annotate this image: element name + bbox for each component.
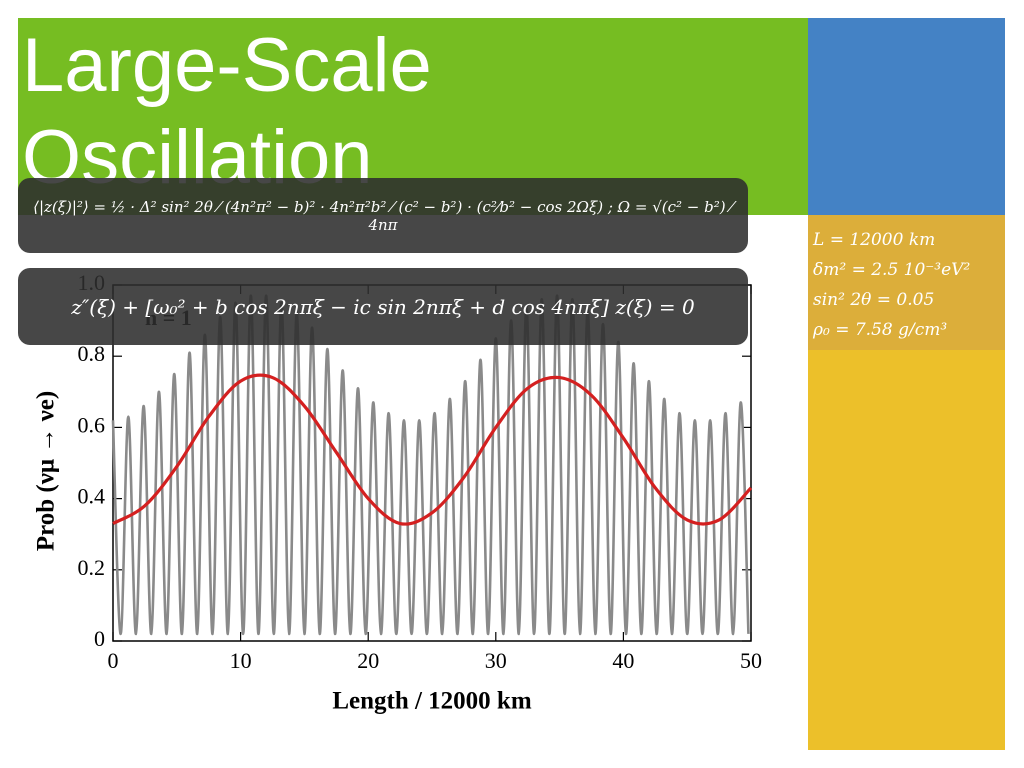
slide-title: Large-Scale Oscillation [22, 23, 432, 200]
x-tick-label: 0 [108, 648, 119, 673]
line-series [112, 373, 753, 526]
parameter: δm² = 2.5 10⁻³eV² [813, 260, 971, 280]
y-tick-label: 0.4 [78, 484, 106, 509]
y-tick-label: 0.2 [78, 555, 106, 580]
parameter-panel [808, 215, 1005, 350]
x-tick-label: 50 [740, 648, 762, 673]
formula: z″(ξ) + [ω₀² + b cos 2nπξ − ic sin 2nπξ … [18, 268, 748, 345]
line-series [111, 294, 750, 636]
x-axis-label: Length / 12000 km [332, 688, 532, 715]
x-tick-label: 20 [357, 648, 379, 673]
parameter: L = 12000 km [813, 230, 936, 250]
parameter-list: L = 12000 km δm² = 2.5 10⁻³eV² sin² 2θ =… [813, 225, 970, 345]
y-tick-label: 0.8 [78, 341, 106, 366]
blue-panel [808, 18, 1005, 215]
parameter: sin² 2θ = 0.05 [813, 290, 935, 310]
y-axis-label: Prob (νμ → νe) [33, 391, 60, 551]
parameter: ρ₀ = 7.58 g/cm³ [813, 320, 948, 340]
x-tick-label: 10 [230, 648, 252, 673]
yellow-panel [808, 350, 1005, 750]
x-tick-label: 40 [612, 648, 634, 673]
y-tick-label: 0 [94, 626, 105, 651]
y-tick-label: 0.6 [78, 412, 106, 437]
formula: ⟨|z(ξ)|²⟩ = ½ · Δ² sin² 2θ ⁄ (4n²π² − b)… [18, 178, 748, 253]
x-tick-label: 30 [485, 648, 507, 673]
